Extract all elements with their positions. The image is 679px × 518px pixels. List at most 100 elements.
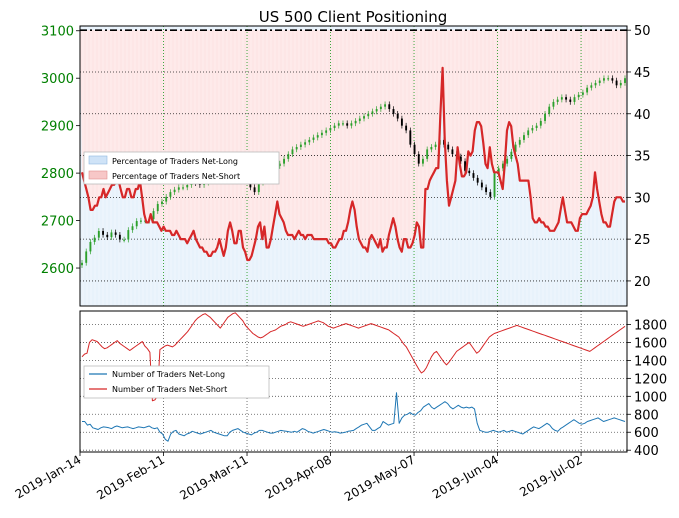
price-candle: [325, 130, 328, 133]
price-candle: [186, 184, 189, 188]
price-candle: [472, 173, 475, 178]
price-candle: [447, 144, 450, 150]
price-candle: [615, 80, 618, 86]
price-candle: [405, 125, 408, 131]
price-candle: [417, 154, 420, 164]
price-candle: [123, 239, 126, 241]
price-candle: [379, 106, 382, 110]
price-candle: [400, 118, 403, 126]
right-axis-label: 30: [634, 191, 651, 206]
price-candle: [552, 101, 555, 107]
price-candle: [565, 97, 568, 100]
legend-label-net-long: Percentage of Traders Net-Long: [112, 157, 238, 166]
right-axis-label: 50: [634, 24, 651, 39]
x-axis-label: 2019-Apr-08: [263, 452, 334, 501]
x-axis-label: 2019-May-07: [342, 452, 417, 504]
price-candle: [127, 230, 130, 240]
price-candle: [152, 211, 155, 220]
price-candle: [459, 156, 462, 162]
price-candle: [485, 187, 488, 193]
price-candle: [165, 196, 168, 202]
price-candle: [560, 97, 563, 100]
price-candle: [619, 82, 622, 86]
net-short-percentage-line: [80, 66, 625, 262]
positioning-panel: 2600 2700 2800 2900 3000 3100 20 25 30 35 40 45 50: [41, 24, 651, 307]
right-axis-label: 1800: [634, 318, 667, 333]
price-candle: [81, 262, 83, 266]
price-candle: [548, 106, 551, 114]
top-panel-frame: [79, 25, 628, 307]
price-candle: [257, 182, 260, 193]
legend-percentage: Percentage of Traders Net-Long Percentag…: [83, 151, 280, 185]
price-candle: [581, 92, 584, 95]
traders-count-panel: 400 600 800 1000 1200 1400 1600 1800: [79, 310, 667, 459]
price-candle: [173, 189, 176, 193]
right-axis-label: 400: [634, 444, 659, 459]
price-candle: [422, 158, 424, 164]
price-candle: [468, 170, 471, 174]
price-candle: [434, 144, 437, 148]
price-candle: [114, 232, 117, 235]
price-candle: [624, 78, 626, 83]
price-candle: [337, 123, 340, 126]
price-candle: [320, 132, 323, 136]
left-axis-label: 3000: [41, 72, 74, 87]
price-candle: [586, 87, 589, 93]
price-candle: [577, 94, 580, 98]
price-candle: [299, 144, 302, 148]
price-candle: [97, 231, 100, 238]
price-candle: [350, 123, 353, 126]
right-axis-label: 40: [634, 108, 651, 123]
traders-net-long-line: [82, 392, 626, 442]
price-candle: [253, 187, 256, 193]
price-candle: [607, 78, 610, 80]
price-candle: [169, 192, 172, 197]
price-candle: [182, 187, 184, 189]
price-candle: [118, 234, 121, 240]
price-candle: [527, 130, 530, 136]
price-candle: [544, 113, 546, 121]
x-axis-label: 2019-Jun-04: [430, 452, 501, 501]
chart-title: US 500 Client Positioning: [259, 8, 447, 26]
right-axis-label: 800: [634, 408, 659, 423]
price-candle: [291, 149, 294, 155]
price-candle: [388, 104, 391, 110]
left-axis-label: 2700: [41, 215, 74, 230]
price-candle: [363, 116, 365, 119]
x-axis-label: 2019-Jul-02: [517, 452, 584, 499]
price-candle: [535, 125, 538, 129]
price-candle: [312, 137, 315, 140]
left-axis-label: 2800: [41, 167, 74, 182]
price-candle: [489, 192, 492, 197]
price-candle: [451, 149, 454, 155]
price-candle: [497, 168, 500, 174]
price-candle: [523, 135, 525, 140]
price-candle: [590, 85, 593, 88]
price-candle: [573, 97, 576, 102]
price-candle: [476, 177, 479, 183]
price-candle: [354, 120, 357, 124]
price-candle: [569, 99, 572, 102]
price-candle: [531, 128, 534, 131]
price-candle: [426, 149, 429, 159]
traders-net-short-line: [81, 312, 626, 402]
x-axis: 2019-Jan-14 2019-Feb-11 2019-Mar-11 2019-Ap…: [13, 452, 585, 504]
legend-swatch-net-short: [88, 170, 108, 180]
x-axis-label: 2019-Feb-11: [94, 452, 167, 502]
right-axis-label: 1200: [634, 372, 667, 387]
left-axis-label: 2900: [41, 120, 74, 135]
price-candle: [384, 104, 387, 107]
price-candle: [177, 187, 180, 190]
price-candle: [506, 158, 509, 164]
price-candle: [409, 130, 412, 145]
price-candle: [93, 237, 96, 242]
price-candle: [304, 142, 307, 145]
price-candle: [161, 201, 163, 204]
price-candle: [598, 80, 601, 83]
legend-label-traders-net-long: Number of Traders Net-Long: [112, 370, 225, 379]
price-candle: [603, 78, 605, 81]
price-candle: [556, 99, 559, 102]
price-candle: [493, 173, 496, 197]
right-axis-label: 1000: [634, 390, 667, 405]
right-axis-label: 20: [634, 275, 651, 290]
